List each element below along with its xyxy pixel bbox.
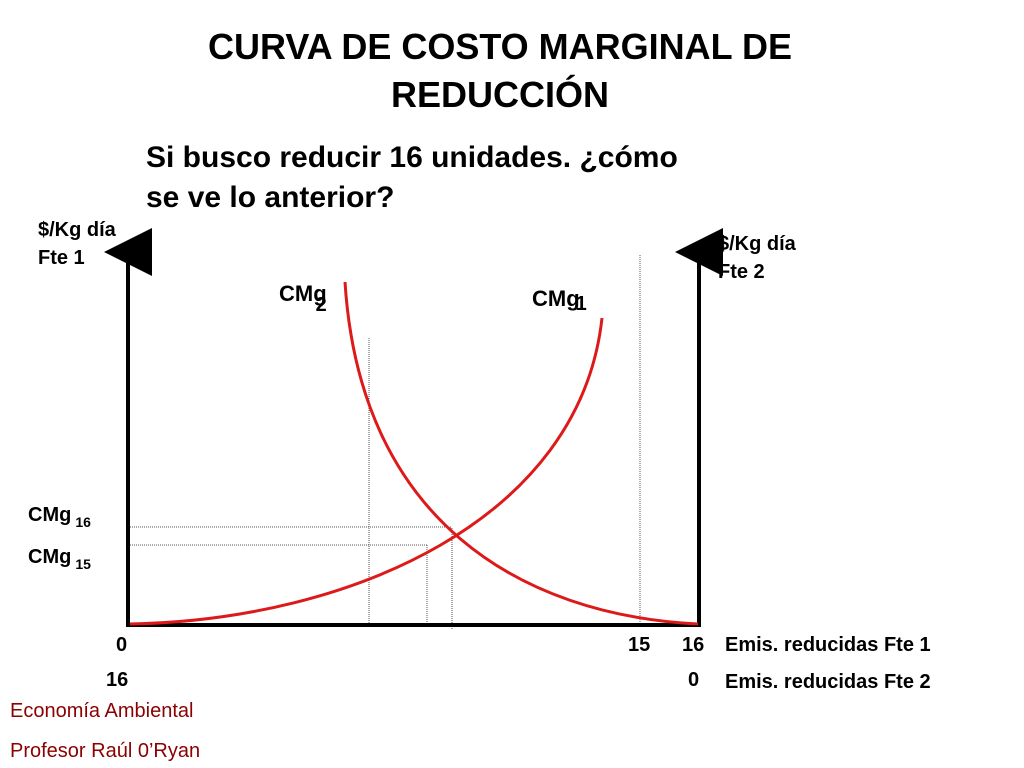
- cmg1-curve: [129, 317, 604, 626]
- cmg2-curve: [343, 281, 699, 626]
- left-axis-title-line1: $/Kg día: [38, 219, 116, 241]
- x-caption-fte2: Emis. reducidas Fte 2: [725, 671, 931, 693]
- right-axis-title-line1: $/Kg día: [718, 233, 796, 255]
- footer-course: Economía Ambiental: [10, 700, 194, 722]
- cmg16-label-text: CMg: [28, 504, 72, 526]
- left-axis-title: $/Kg día Fte 1: [38, 216, 116, 272]
- cmg15-label: CMg 15: [28, 546, 91, 572]
- cmg1-label-sub: 1: [575, 293, 587, 315]
- page-title-line1: CURVA DE COSTO MARGINAL DE: [207, 26, 793, 67]
- right-axis-title: $/Kg día Fte 2: [718, 230, 796, 286]
- footer-professor: Profesor Raúl 0’Ryan: [10, 740, 201, 762]
- subtitle: Si busco reducir 16 unidades. ¿cómo se v…: [146, 138, 866, 218]
- cmg2-label: CMg2: [279, 281, 338, 316]
- left-axis-title-line2: Fte 1: [38, 247, 85, 269]
- subtitle-line1: Si busco reducir 16 unidades. ¿cómo: [146, 141, 678, 174]
- tick-fte1-15: 15: [628, 634, 651, 656]
- tick-fte2-16: 16: [106, 669, 129, 691]
- tick-fte2-0: 0: [688, 669, 700, 691]
- tick-fte1-16: 16: [682, 634, 705, 656]
- subtitle-line2: se ve lo anterior?: [146, 181, 395, 214]
- tick-fte1-0: 0: [116, 634, 128, 656]
- cmg16-label: CMg 16: [28, 504, 91, 530]
- right-axis-title-line2: Fte 2: [718, 261, 765, 283]
- page-title-line2: REDUCCIÓN: [390, 74, 609, 115]
- cmg2-label-text: CMg: [279, 281, 327, 306]
- cmg15-label-sub: 15: [75, 556, 91, 572]
- cmg2-label-sub: 2: [315, 294, 327, 316]
- cmg1-label-text: CMg: [532, 286, 580, 311]
- cmg1-label: CMg1: [532, 286, 591, 315]
- x-caption-fte1: Emis. reducidas Fte 1: [725, 634, 931, 656]
- cmg15-label-text: CMg: [28, 546, 72, 568]
- cmg16-label-sub: 16: [75, 514, 91, 530]
